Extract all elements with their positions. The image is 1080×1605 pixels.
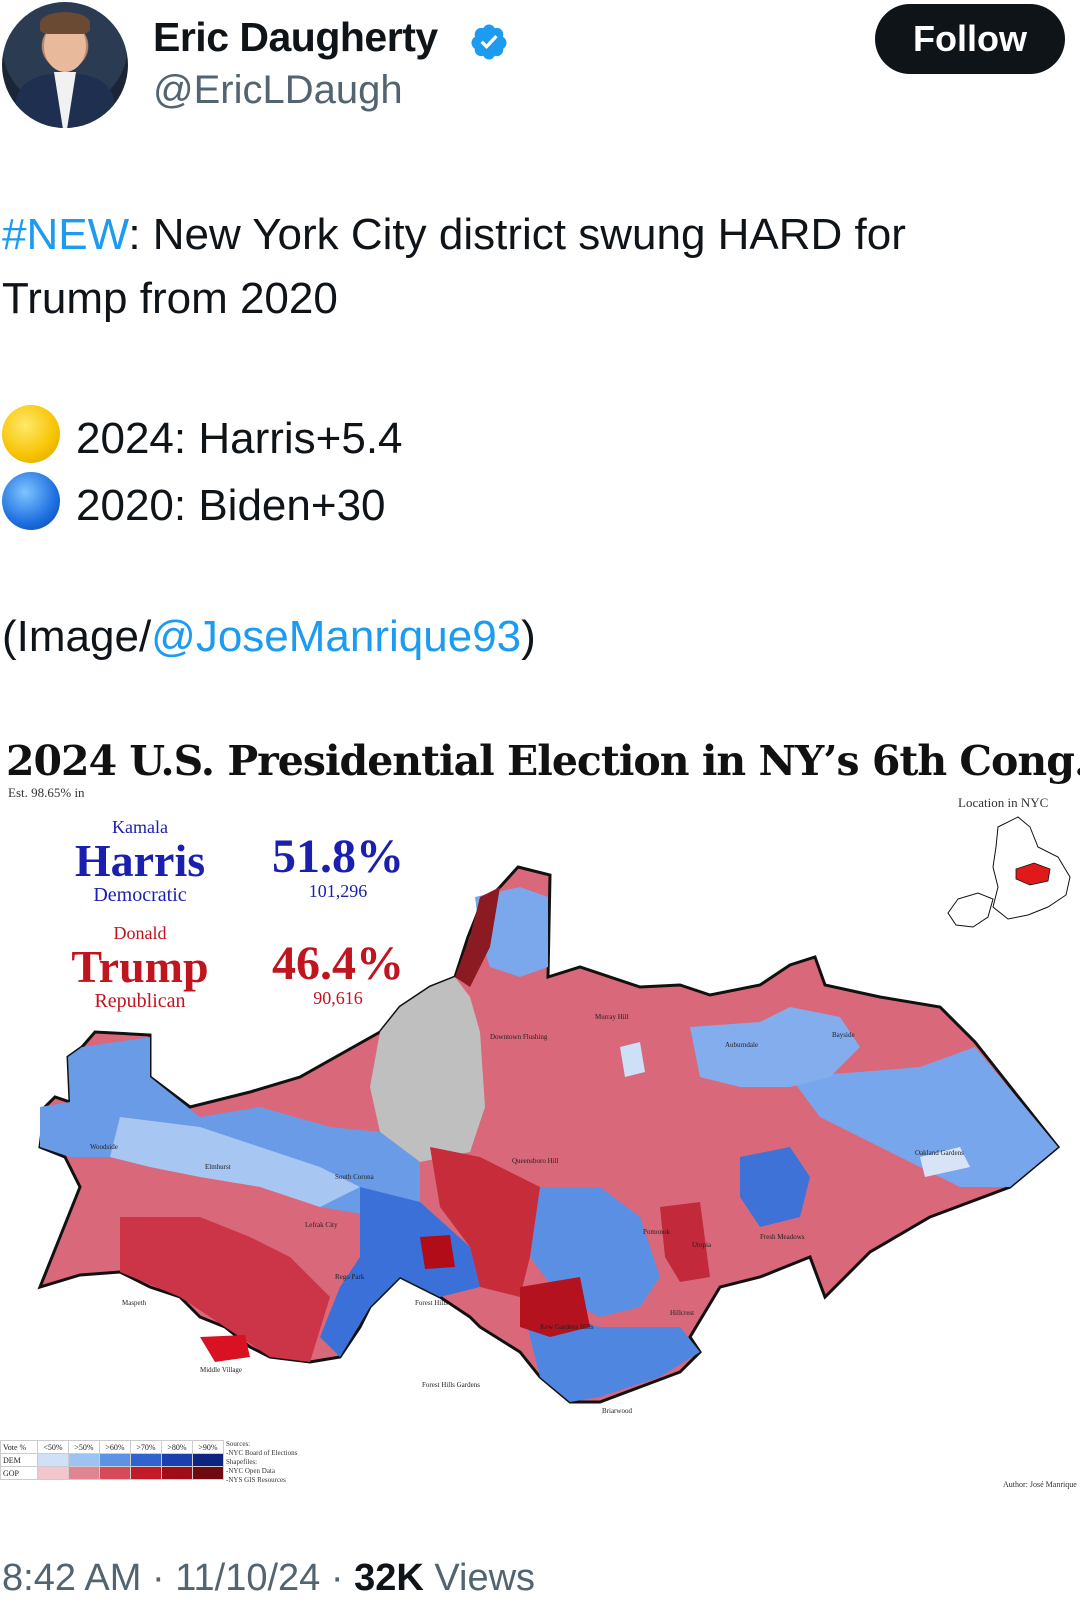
label-fresh-meadows: Fresh Meadows — [760, 1233, 805, 1241]
image-credit: (Image/@JoseManrique93) — [2, 605, 536, 669]
legend-swatch — [37, 1466, 69, 1480]
verified-badge-icon — [471, 24, 507, 60]
yellow-circle-icon — [2, 405, 60, 463]
rep-result: 46.4% 90,616 — [268, 940, 408, 1009]
tweet-text-rest: : New York City district swung HARD for — [128, 210, 906, 259]
label-kew-gardens-hills: Kew Gardens Hills — [540, 1323, 594, 1331]
label-pomonok: Pomonok — [643, 1228, 670, 1236]
district-map: Woodside Elmhurst South Corona Lefrak Ci… — [37, 865, 1061, 1415]
hashtag-link[interactable]: #NEW — [2, 210, 129, 259]
dem-candidate: Kamala Harris Democratic — [60, 817, 220, 907]
blue-circle-icon — [2, 472, 60, 530]
result-2020-text: 2020: Biden+30 — [76, 481, 386, 530]
credit-open: (Image/ — [2, 612, 152, 661]
label-utopia: Utopia — [692, 1241, 712, 1249]
label-lefrak: Lefrak City — [305, 1221, 338, 1229]
dem-pct: 51.8% — [272, 830, 404, 883]
label-forest-hills: Forest Hills — [415, 1299, 448, 1307]
tweet-date[interactable]: 11/10/24 — [175, 1557, 321, 1599]
dem-first-name: Kamala — [112, 817, 168, 837]
legend-bin: >80% — [161, 1440, 193, 1454]
avatar[interactable] — [2, 2, 128, 128]
label-middle-village: Middle Village — [200, 1366, 242, 1374]
result-2020-line: 2020: Biden+30 — [2, 472, 386, 538]
rep-party: Republican — [94, 990, 186, 1012]
legend-bin: >50% — [68, 1440, 100, 1454]
avatar-hair — [40, 12, 90, 34]
rep-candidate: Donald Trump Republican — [55, 923, 225, 1013]
label-bayside: Bayside — [832, 1031, 855, 1039]
tweet-image[interactable]: 2024 U.S. Presidential Election in NY’s … — [0, 737, 1080, 1517]
views-label: Views — [434, 1557, 536, 1599]
legend-header: Vote % — [0, 1440, 38, 1454]
tweet-text-line2: Trump from 2020 — [2, 274, 338, 323]
dem-votes: 101,296 — [308, 881, 368, 901]
legend-swatch — [161, 1453, 193, 1467]
tweet-text-line1: #NEW: New York City district swung HARD … — [2, 203, 906, 267]
author-handle[interactable]: @EricLDaugh — [153, 68, 403, 112]
legend-gop-label: GOP — [0, 1466, 38, 1480]
label-hillcrest: Hillcrest — [670, 1309, 694, 1317]
legend-swatch — [192, 1466, 224, 1480]
legend-bin: >60% — [99, 1440, 131, 1454]
legend-swatch — [68, 1453, 100, 1467]
dem-party: Democratic — [93, 884, 187, 906]
label-woodside: Woodside — [90, 1143, 118, 1151]
rep-pct: 46.4% — [272, 937, 404, 990]
legend-dem-label: DEM — [0, 1453, 38, 1467]
result-2024-text: 2024: Harris+5.4 — [76, 414, 403, 463]
map-subtitle: Est. 98.65% in — [8, 785, 85, 800]
label-elmhurst: Elmhurst — [205, 1163, 231, 1171]
label-oakland-gardens: Oakland Gardens — [915, 1149, 964, 1157]
nyc-locator-map — [947, 816, 1071, 928]
label-murray-hill: Murray Hill — [595, 1013, 629, 1021]
follow-button[interactable]: Follow — [875, 4, 1065, 74]
label-auburndale: Auburndale — [725, 1041, 758, 1049]
legend-swatch — [99, 1466, 131, 1480]
label-forest-hills-gardens: Forest Hills Gardens — [422, 1381, 480, 1389]
author-name[interactable]: Eric Daugherty — [153, 14, 438, 60]
legend-swatch — [130, 1453, 162, 1467]
legend-swatch — [99, 1453, 131, 1467]
dem-last-name: Harris — [74, 835, 206, 886]
tweet-time[interactable]: 8:42 AM — [2, 1557, 142, 1599]
label-maspeth: Maspeth — [122, 1299, 147, 1307]
credit-handle-link[interactable]: @JoseManrique93 — [151, 612, 522, 661]
legend-swatch — [68, 1466, 100, 1480]
legend-swatch — [130, 1466, 162, 1480]
legend-swatch — [161, 1466, 193, 1480]
label-queensboro-hill: Queensboro Hill — [512, 1157, 559, 1165]
dem-result: 51.8% 101,296 — [268, 833, 408, 902]
result-2024-line: 2024: Harris+5.4 — [2, 405, 403, 471]
views-count: 32K — [354, 1557, 424, 1599]
legend-dem-row: DEM — [0, 1453, 224, 1467]
legend-swatch — [192, 1453, 224, 1467]
legend-bin: >90% — [192, 1440, 224, 1454]
rep-first-name: Donald — [113, 923, 167, 943]
label-rego-park: Rego Park — [335, 1273, 365, 1281]
label-south-corona: South Corona — [335, 1173, 375, 1181]
rep-last-name: Trump — [71, 941, 209, 992]
legend-gop-row: GOP — [0, 1466, 224, 1480]
vote-legend: Vote % <50% >50% >60% >70% >80% >90% DEM… — [0, 1440, 224, 1480]
legend-swatch — [37, 1453, 69, 1467]
legend-bin: >70% — [130, 1440, 162, 1454]
legend-bin: <50% — [37, 1440, 69, 1454]
credit-close: ) — [521, 612, 536, 661]
label-briarwood: Briarwood — [602, 1407, 632, 1415]
label-downtown-flushing: Downtown Flushing — [490, 1033, 548, 1041]
rep-votes: 90,616 — [313, 988, 363, 1008]
map-author: Author: José Manrique — [1003, 1480, 1077, 1489]
tweet-meta: 8:42 AM · 11/10/24 · 32K Views — [2, 1557, 536, 1599]
location-label: Location in NYC — [958, 795, 1049, 810]
map-sources: Sources: -NYC Board of Elections Shapefi… — [226, 1440, 298, 1484]
map-title: 2024 U.S. Presidential Election in NY’s … — [6, 737, 1080, 785]
